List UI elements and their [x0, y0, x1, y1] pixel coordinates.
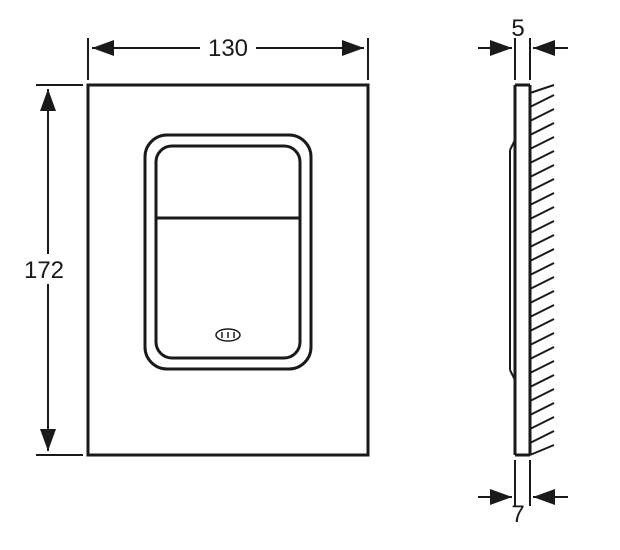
logo-mark — [216, 329, 240, 341]
dimension-protrusion: 5 — [478, 15, 568, 80]
dim-height-value: 172 — [24, 257, 64, 284]
wall-hatch — [530, 85, 554, 455]
plate-outline — [88, 85, 368, 455]
technical-drawing: 130 172 — [0, 0, 620, 550]
dimension-height: 172 — [16, 85, 83, 455]
dim-protrusion-value: 5 — [511, 15, 524, 42]
front-view — [88, 85, 368, 455]
dimension-width: 130 — [88, 32, 368, 80]
dim-thickness-value: 7 — [511, 501, 524, 528]
side-view — [510, 85, 554, 455]
dim-width-value: 130 — [208, 35, 248, 62]
dimension-thickness: 7 — [478, 460, 568, 528]
button-inner — [156, 146, 300, 358]
